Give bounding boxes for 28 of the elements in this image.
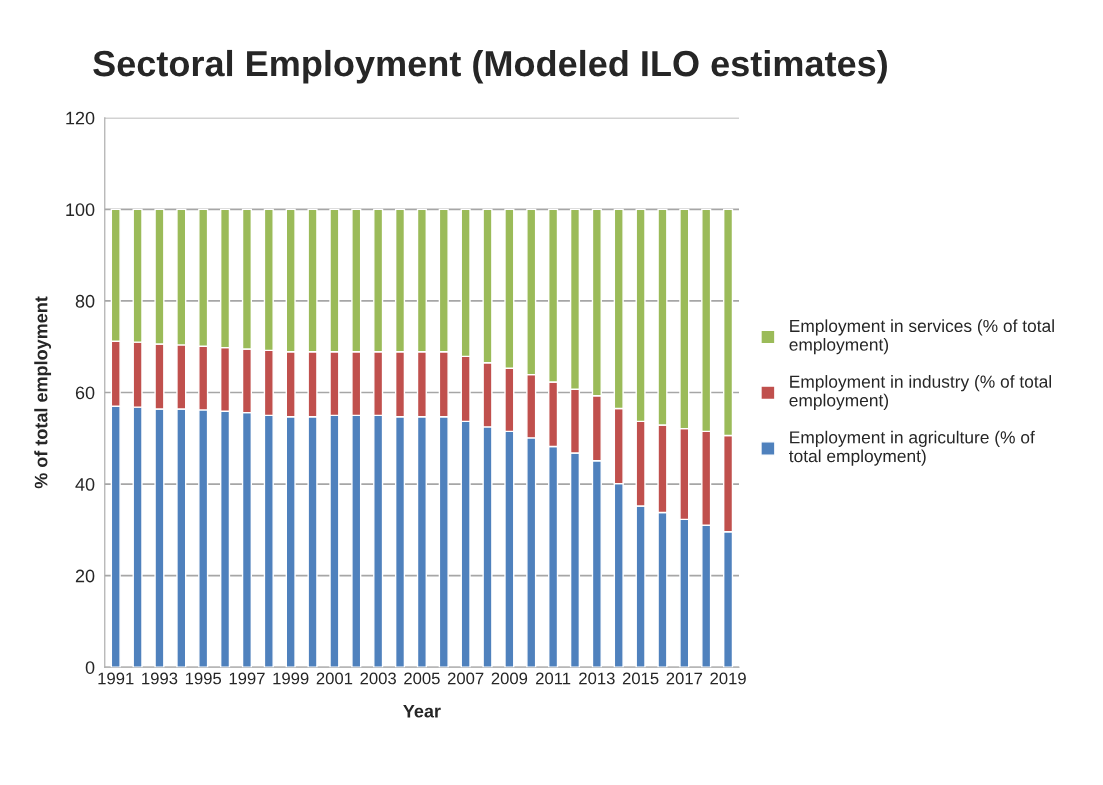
x-tick-label: 2003 [360,672,396,685]
x-tick-label: 1991 [98,672,134,685]
y-tick-label: 20 [75,569,95,583]
y-tick-label: 0 [85,661,95,674]
y-tick-label: 100 [66,203,95,217]
y-tick-label: 40 [75,478,95,491]
legend-label: Employment in industry (% of total employment) [789,375,1052,410]
x-tick-label: 2009 [491,672,528,685]
x-tick-label: 2011 [536,672,571,685]
x-tick-label: 2015 [622,672,659,685]
x-tick-label: 2005 [404,672,440,685]
x-tick-label: 1995 [185,672,222,685]
y-tick-label: 80 [75,294,95,308]
chart-title: Sectoral Employment (Modeled ILO estimates) [93,49,887,84]
x-axis-title: Year [403,704,441,718]
x-tick-label: 1997 [229,672,265,685]
y-tick-label: 60 [75,386,95,400]
x-tick-label: 1999 [273,672,309,685]
y-tick-label: 120 [66,111,95,125]
legend-label: Employment in services (% of total employment) [789,319,1054,355]
x-tick-label: 2007 [447,672,484,685]
x-tick-label: 2017 [666,672,703,685]
x-tick-label: 2001 [316,672,353,685]
x-tick-label: 1993 [142,672,178,685]
y-axis-title: % of total employment [34,296,52,489]
legend-label: Employment in agriculture (% of total employment) [789,430,1035,466]
x-tick-label: 2019 [710,672,746,685]
x-tick-label: 2013 [579,672,615,685]
